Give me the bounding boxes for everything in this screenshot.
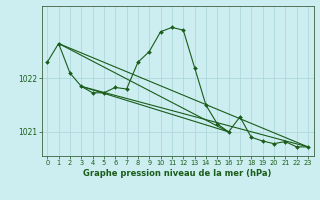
X-axis label: Graphe pression niveau de la mer (hPa): Graphe pression niveau de la mer (hPa) <box>84 169 272 178</box>
